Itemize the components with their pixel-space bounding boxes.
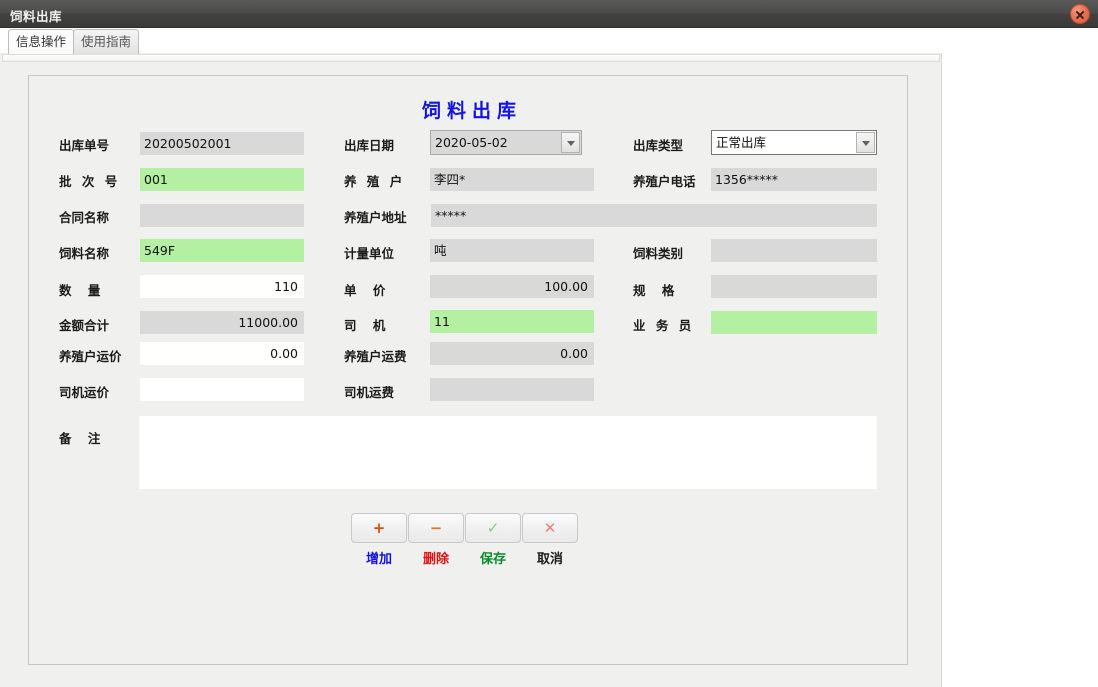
tab-strip: 信息操作 使用指南	[0, 29, 1098, 54]
farmer-freight-fee-field[interactable]: 0.00	[430, 342, 594, 365]
label-farmer-address: 养殖户地址	[344, 210, 407, 225]
order-no-field[interactable]: 20200502001	[140, 132, 304, 155]
farmer-phone-field[interactable]: 1356*****	[711, 168, 877, 191]
save-button[interactable]: ✓	[465, 513, 521, 543]
tab-user-guide[interactable]: 使用指南	[73, 29, 139, 54]
quantity-field[interactable]: 110	[140, 275, 304, 298]
batch-no-field[interactable]: 001	[140, 168, 304, 191]
label-contract-name: 合同名称	[59, 210, 110, 225]
window-title: 饲料出库	[10, 9, 63, 24]
add-button[interactable]: +	[351, 513, 407, 543]
farmer-freight-rate-field[interactable]: 0.00	[140, 342, 304, 365]
farmer-address-field[interactable]: *****	[431, 204, 877, 227]
label-out-type: 出库类型	[633, 138, 684, 153]
label-amount-total: 金额合计	[59, 318, 110, 333]
feed-category-field[interactable]	[711, 239, 877, 262]
unit-price-field[interactable]: 100.00	[430, 275, 594, 298]
driver-field[interactable]: 11	[430, 310, 594, 333]
feed-outbound-form: 饲料出库 出库单号 20200502001 出库日期 2020-05-02 出库…	[28, 75, 908, 665]
label-out-date: 出库日期	[344, 138, 395, 153]
label-order-no: 出库单号	[59, 138, 110, 153]
label-salesperson: 业 务 员	[633, 318, 695, 333]
cancel-button[interactable]: ✕	[522, 513, 578, 543]
chevron-down-icon[interactable]	[856, 132, 875, 153]
label-driver-freight-rate: 司机运价	[59, 385, 110, 400]
label-quantity: 数 量	[59, 283, 107, 298]
label-spec: 规 格	[633, 283, 681, 298]
label-farmer-freight-rate: 养殖户运价	[59, 349, 122, 364]
check-icon: ✓	[486, 519, 500, 537]
save-button-label[interactable]: 保存	[479, 552, 506, 567]
contract-name-field[interactable]	[140, 204, 304, 227]
delete-button[interactable]: −	[408, 513, 464, 543]
out-type-value: 正常出库	[716, 135, 767, 150]
label-feed-category: 饲料类别	[633, 246, 684, 261]
label-unit-price: 单 价	[344, 283, 392, 298]
label-farmer: 养 殖 户	[344, 174, 406, 189]
driver-freight-fee-field[interactable]	[430, 378, 594, 401]
label-farmer-phone: 养殖户电话	[633, 174, 696, 189]
minus-icon: −	[429, 519, 443, 537]
add-button-label[interactable]: 增加	[365, 552, 392, 567]
window-titlebar: 饲料出库	[0, 0, 1098, 28]
driver-freight-rate-field[interactable]	[140, 378, 304, 401]
out-type-combo[interactable]: 正常出库	[711, 130, 877, 155]
salesperson-field[interactable]	[711, 311, 877, 334]
form-title: 饲料出库	[421, 100, 522, 122]
label-farmer-freight-fee: 养殖户运费	[344, 349, 407, 364]
label-unit: 计量单位	[344, 246, 395, 261]
label-remark: 备 注	[59, 431, 107, 446]
out-date-value: 2020-05-02	[435, 135, 508, 150]
tab-info-operation[interactable]: 信息操作	[8, 29, 74, 54]
delete-button-label[interactable]: 删除	[422, 552, 449, 567]
remark-textarea[interactable]	[139, 416, 877, 489]
spec-field[interactable]	[711, 275, 877, 298]
label-driver: 司 机	[344, 318, 392, 333]
plus-icon: +	[372, 519, 386, 537]
amount-total-field[interactable]: 11000.00	[140, 311, 304, 334]
panel-top-strip	[2, 54, 940, 62]
content-panel: 饲料出库 出库单号 20200502001 出库日期 2020-05-02 出库…	[0, 53, 942, 687]
label-feed-name: 饲料名称	[59, 246, 110, 261]
unit-field[interactable]: 吨	[430, 239, 594, 262]
cross-icon: ✕	[543, 519, 557, 537]
farmer-field[interactable]: 李四*	[430, 168, 594, 191]
label-driver-freight-fee: 司机运费	[344, 385, 395, 400]
close-icon[interactable]	[1070, 4, 1090, 24]
out-date-combo[interactable]: 2020-05-02	[430, 130, 582, 155]
chevron-down-icon[interactable]	[561, 132, 580, 153]
label-batch-no: 批 次 号	[59, 174, 121, 189]
feed-name-field[interactable]: 549F	[140, 239, 304, 262]
cancel-button-label[interactable]: 取消	[536, 552, 563, 567]
